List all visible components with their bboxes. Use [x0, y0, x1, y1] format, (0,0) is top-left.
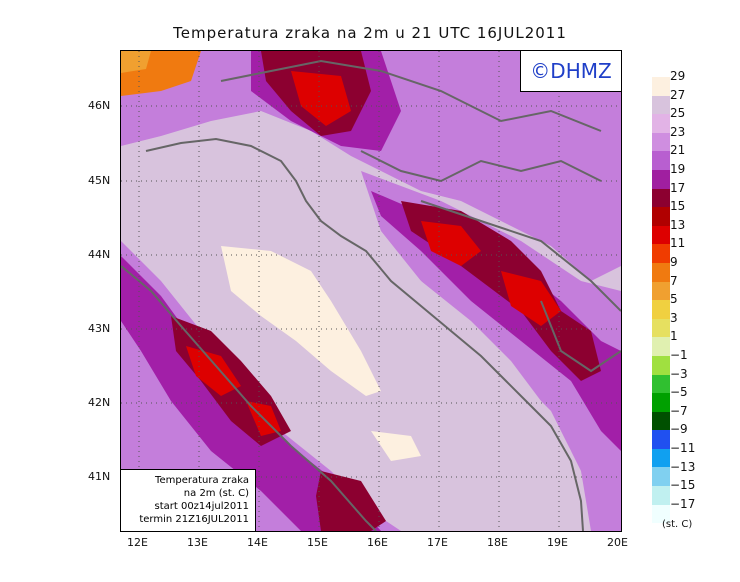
legend-label: −9	[670, 422, 688, 437]
map-title: Temperatura zraka na 2m u 21 UTC 16JUL20…	[173, 24, 567, 42]
lon-label-16e: 16E	[367, 536, 388, 549]
legend-label: −15	[670, 478, 696, 493]
italy-field	[121, 241, 401, 531]
legend-swatch	[652, 169, 670, 189]
lon-label-19e: 19E	[547, 536, 568, 549]
info-line-4: termin 21Z16JUL2011	[139, 514, 249, 525]
northern-land-field	[121, 51, 621, 281]
legend-label: 9	[670, 255, 678, 269]
legend-swatch	[652, 151, 670, 170]
legend-swatch	[652, 467, 670, 487]
italy-coast	[121, 265, 377, 531]
border-lines	[220, 59, 621, 373]
legend-swatch	[652, 262, 670, 282]
legend-swatch	[652, 374, 670, 394]
legend-label: −5	[670, 385, 688, 400]
legend-label: 1	[670, 329, 678, 344]
legend-swatch	[652, 393, 670, 412]
legend-swatch	[652, 486, 670, 505]
lat-label-45n: 45N	[88, 174, 111, 187]
legend-swatch	[652, 225, 670, 245]
legend-swatch	[652, 132, 670, 152]
legend-label: −3	[670, 366, 688, 381]
legend-swatch	[652, 337, 670, 356]
legend-swatch	[652, 77, 670, 96]
legend-label: 7	[670, 273, 678, 288]
legend-swatch	[652, 114, 670, 133]
temperature-map: ©DHMZ Temperatura zraka na 2m (st. C) st…	[120, 50, 622, 532]
legend-swatch	[652, 300, 670, 319]
legend-unit: (st. C)	[662, 519, 693, 530]
legend-label: −11	[670, 441, 696, 455]
lon-label-18e: 18E	[487, 536, 508, 549]
temperature-field	[121, 51, 621, 531]
legend-swatch	[652, 318, 670, 338]
info-line-1: Temperatura zraka	[155, 475, 249, 486]
legend-swatch	[652, 430, 670, 449]
lat-label-46n: 46N	[88, 99, 111, 112]
legend-swatch	[652, 95, 670, 115]
legend-swatch	[652, 355, 670, 375]
legend-swatch	[652, 504, 670, 524]
legend-label: −1	[670, 348, 688, 362]
legend-label: 27	[670, 87, 686, 102]
legend-label: −17	[670, 496, 696, 511]
legend-label: −7	[670, 403, 688, 418]
legend-swatch	[652, 244, 670, 263]
legend-swatch	[652, 411, 670, 431]
legend-label: 13	[670, 217, 686, 232]
legend-label: 21	[670, 143, 686, 158]
info-line-3: start 00z14jul2011	[154, 501, 249, 512]
legend-label: 11	[670, 236, 686, 251]
info-line-2: na 2m (st. C)	[183, 488, 249, 499]
legend-label: 5	[670, 292, 678, 307]
lat-label-42n: 42N	[88, 396, 111, 409]
legend-label: 19	[670, 162, 686, 176]
lon-label-15e: 15E	[307, 536, 328, 549]
lat-label-44n: 44N	[88, 248, 111, 261]
legend-swatch	[652, 188, 670, 208]
legend-label: 25	[670, 106, 686, 121]
legend-label: −13	[670, 459, 696, 474]
info-box: Temperatura zraka na 2m (st. C) start 00…	[121, 469, 256, 531]
lon-label-17e: 17E	[427, 536, 448, 549]
lat-label-43n: 43N	[88, 322, 111, 335]
lat-label-41n: 41N	[88, 470, 111, 483]
color-legend	[652, 77, 670, 524]
legend-label: 3	[670, 310, 678, 325]
lon-label-20e: 20E	[607, 536, 628, 549]
legend-label: 23	[670, 124, 686, 139]
warm-sea-core	[221, 246, 381, 396]
lon-label-12e: 12E	[127, 536, 148, 549]
adriatic-sea	[141, 131, 581, 531]
legend-label: 15	[670, 199, 686, 214]
legend-swatch	[652, 207, 670, 226]
lon-label-13e: 13E	[187, 536, 208, 549]
legend-swatch	[652, 448, 670, 468]
legend-swatch	[652, 281, 670, 301]
lon-label-14e: 14E	[247, 536, 268, 549]
legend-label: 17	[670, 180, 686, 195]
dhmz-logo: ©DHMZ	[520, 51, 621, 92]
graticule	[121, 51, 621, 531]
legend-label: 29	[670, 69, 686, 83]
